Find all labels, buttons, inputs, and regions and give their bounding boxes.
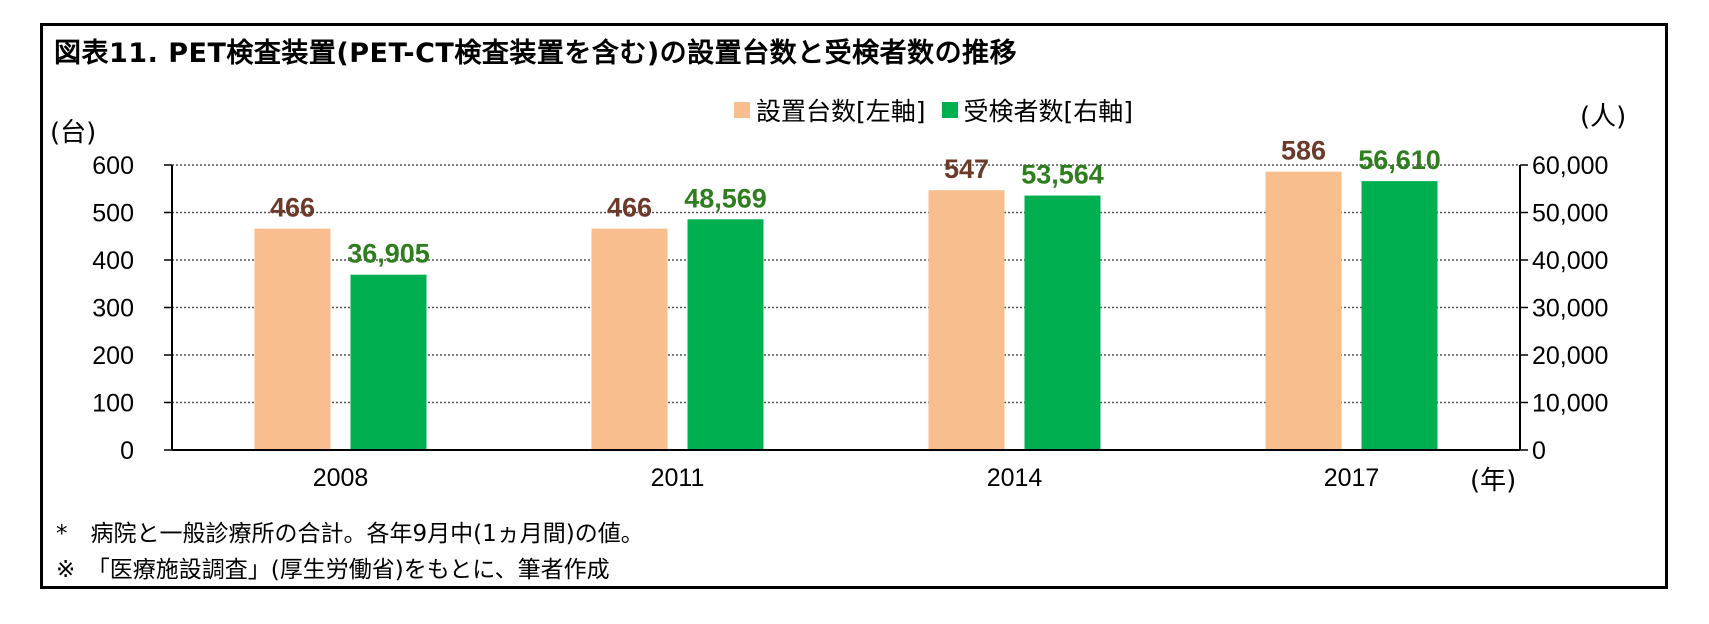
data-label-installed: 586 (1281, 136, 1326, 166)
legend: 設置台数[左軸] 受検者数[右軸] (734, 92, 1149, 128)
data-label-installed: 466 (270, 193, 315, 223)
bar-examinees (687, 219, 764, 450)
left-axis-unit: (台) (50, 118, 97, 148)
right-tick-label: 20,000 (1532, 342, 1608, 370)
chart-title: 図表11. PET検査装置(PET-CT検査装置を含む)の設置台数と受検者数の推… (54, 38, 1018, 69)
right-tick-label: 0 (1532, 437, 1546, 465)
right-tick-label: 40,000 (1532, 247, 1608, 275)
left-tick-label: 100 (92, 390, 134, 418)
data-label-installed: 547 (944, 154, 989, 184)
data-label-installed: 466 (607, 193, 652, 223)
x-tick-label: 2014 (987, 464, 1043, 492)
legend-item-examinees: 受検者数[右軸] (941, 92, 1134, 128)
bar-examinees (350, 274, 427, 450)
data-label-examinees: 53,564 (1021, 160, 1104, 190)
x-axis-unit: (年) (1470, 466, 1517, 496)
legend-label-installed: 設置台数[左軸] (756, 97, 926, 126)
left-tick-label: 400 (92, 247, 134, 275)
footnote-1: * 病院と一般診療所の合計。各年9月中(1ヵ月間)の値。 (56, 521, 644, 547)
x-tick-label: 2008 (313, 464, 369, 492)
data-label-examinees: 36,905 (347, 239, 430, 269)
left-tick-label: 500 (92, 200, 134, 228)
bar-examinees (1024, 195, 1101, 450)
x-tick-label: 2011 (651, 464, 705, 492)
right-axis-unit: (人) (1580, 102, 1627, 132)
footnote-2: ※ 「医療施設調査」(厚生労働省)をもとに、筆者作成 (56, 557, 610, 583)
bar-installed (591, 228, 668, 450)
bar-installed (1265, 171, 1342, 450)
right-tick-label: 10,000 (1532, 390, 1608, 418)
legend-swatch-installed (734, 102, 750, 118)
right-tick-label: 60,000 (1532, 152, 1608, 180)
left-tick-label: 200 (92, 342, 134, 370)
data-label-examinees: 56,610 (1358, 145, 1441, 175)
data-label-examinees: 48,569 (684, 183, 767, 213)
legend-item-installed: 設置台数[左軸] (734, 92, 926, 128)
legend-swatch-examinees (941, 102, 958, 118)
bar-examinees (1361, 181, 1438, 451)
left-tick-label: 600 (92, 152, 134, 180)
left-tick-label: 0 (120, 437, 134, 465)
bar-installed (254, 228, 331, 450)
bar-installed (928, 190, 1005, 451)
left-tick-label: 300 (92, 295, 134, 323)
legend-label-examinees: 受検者数[右軸] (963, 97, 1134, 126)
x-tick-label: 2017 (1324, 464, 1380, 492)
right-tick-label: 50,000 (1532, 200, 1608, 228)
right-tick-label: 30,000 (1532, 295, 1608, 323)
